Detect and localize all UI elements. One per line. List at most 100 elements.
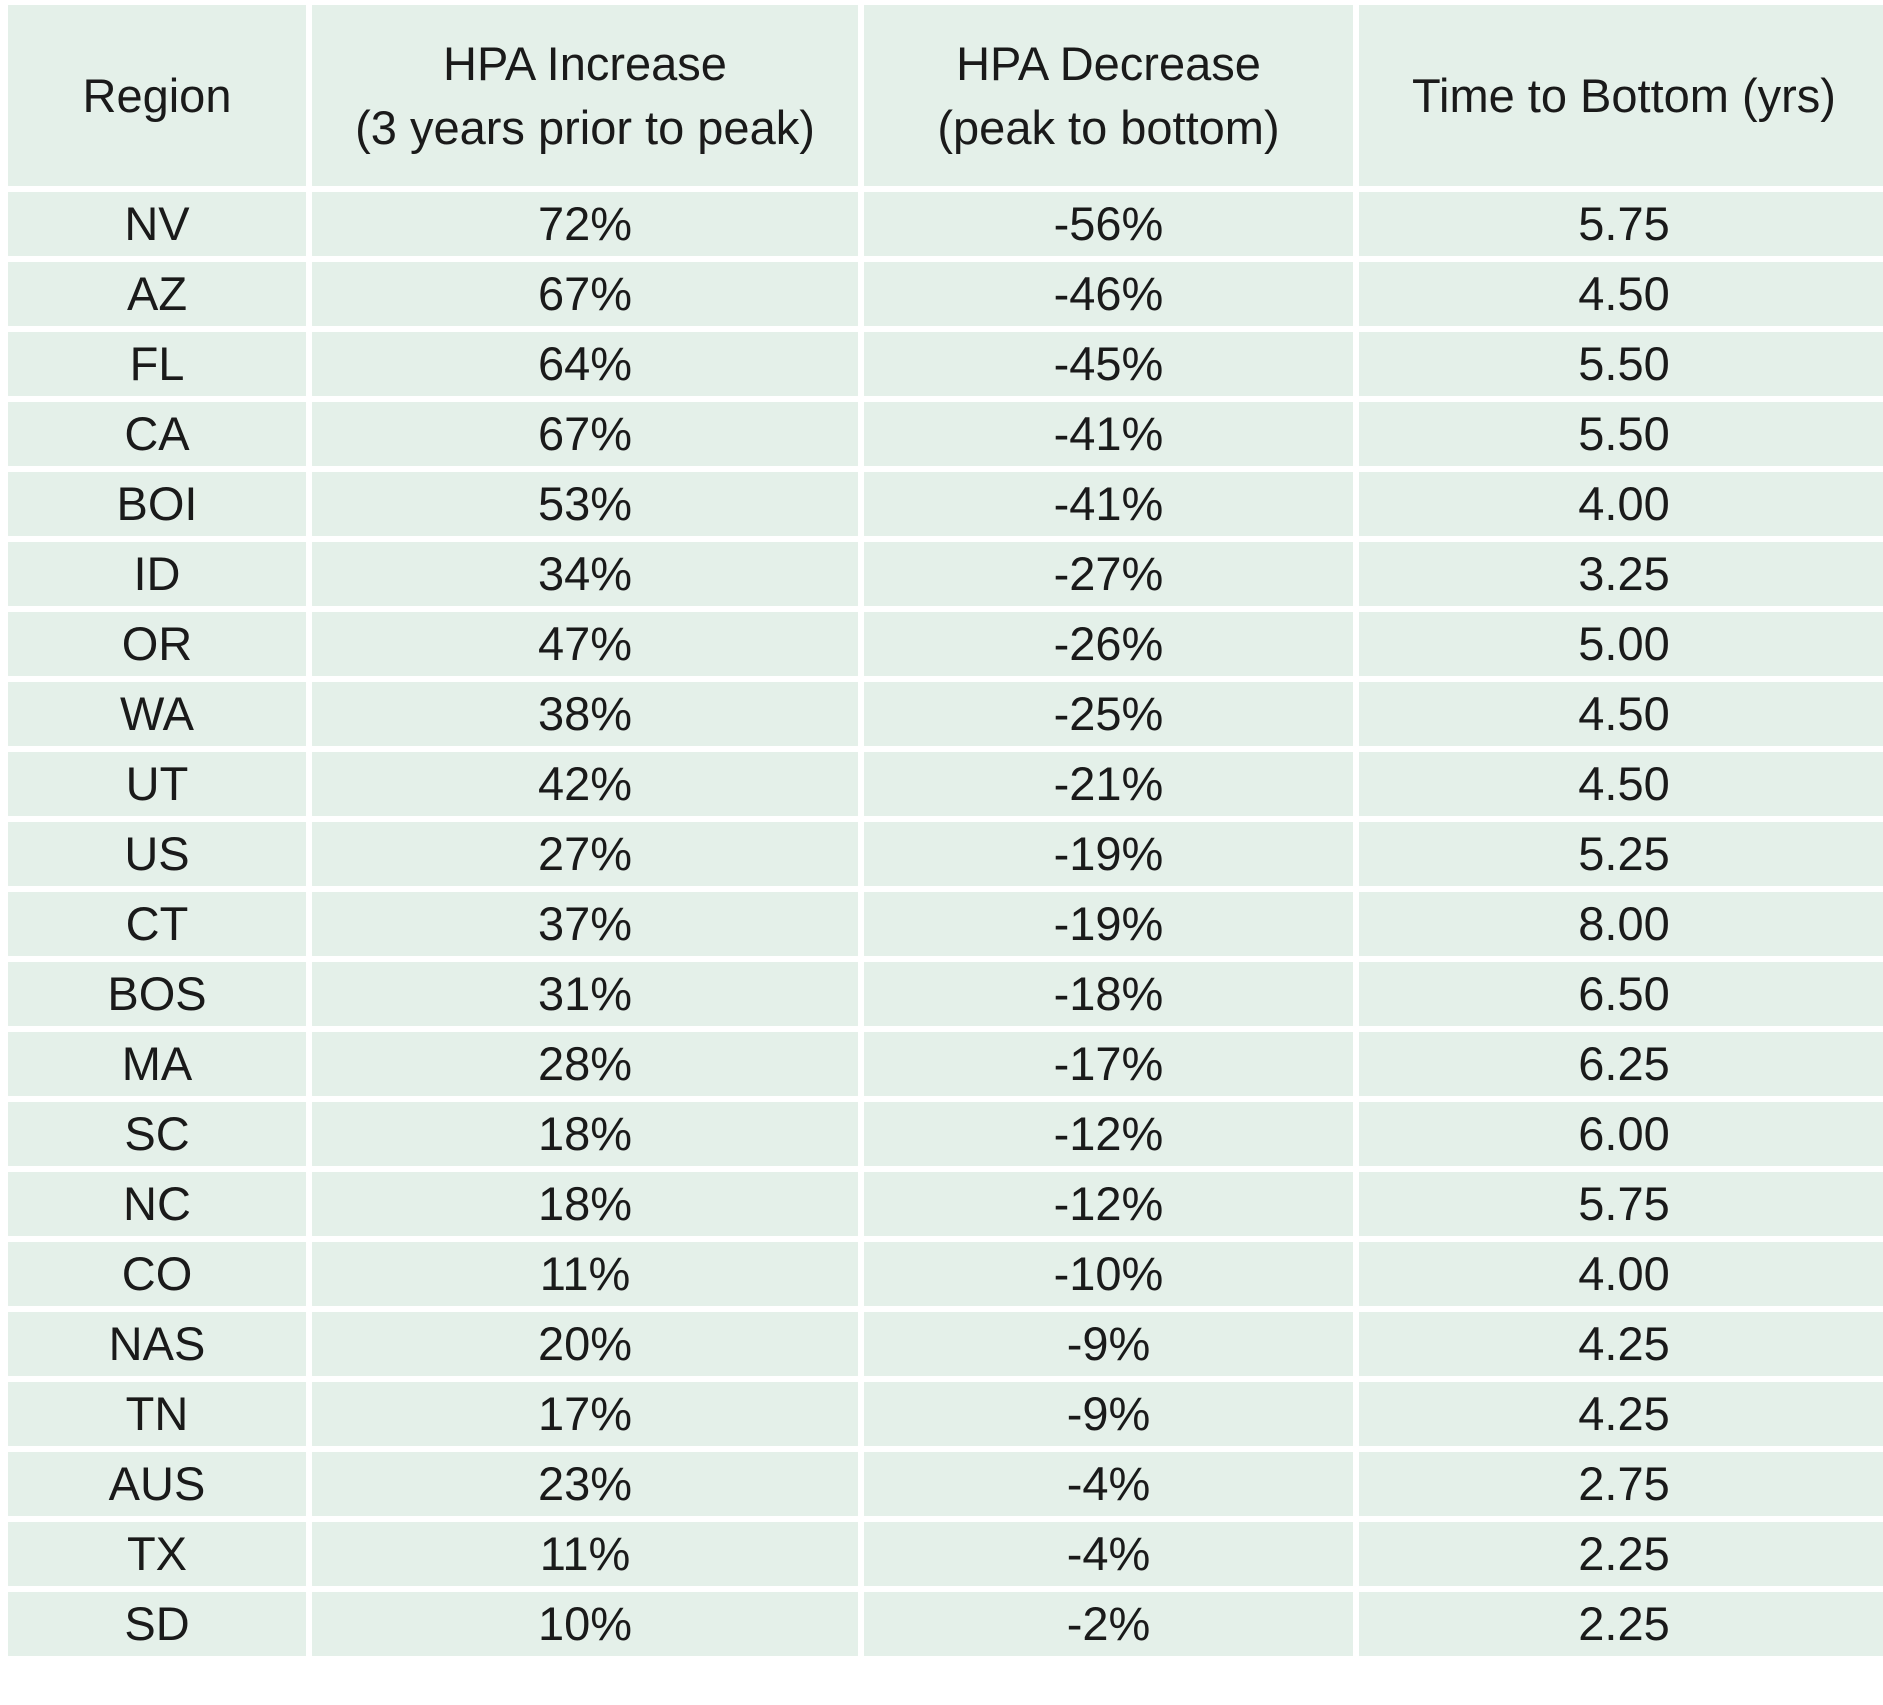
region-cell: NAS — [8, 1312, 306, 1376]
table-row: ID 34% -27% 3.25 — [8, 542, 1883, 606]
table-row: CT 37% -19% 8.00 — [8, 892, 1883, 956]
region-cell: AUS — [8, 1452, 306, 1516]
hpa-increase-cell: 47% — [312, 612, 858, 676]
hpa-decrease-cell: -9% — [864, 1312, 1353, 1376]
table-row: UT 42% -21% 4.50 — [8, 752, 1883, 816]
time-to-bottom-cell: 4.25 — [1359, 1382, 1883, 1446]
hpa-decrease-cell: -19% — [864, 822, 1353, 886]
region-cell: MA — [8, 1032, 306, 1096]
hpa-decrease-cell: -18% — [864, 962, 1353, 1026]
hpa-increase-cell: 67% — [312, 262, 858, 326]
region-cell: US — [8, 822, 306, 886]
region-cell: OR — [8, 612, 306, 676]
hpa-decrease-cell: -10% — [864, 1242, 1353, 1306]
region-cell: UT — [8, 752, 306, 816]
hpa-increase-cell: 53% — [312, 472, 858, 536]
region-cell: BOS — [8, 962, 306, 1026]
region-cell: CO — [8, 1242, 306, 1306]
region-cell: NV — [8, 192, 306, 256]
hpa-increase-cell: 37% — [312, 892, 858, 956]
time-to-bottom-cell: 2.75 — [1359, 1452, 1883, 1516]
column-header-time-to-bottom: Time to Bottom (yrs) — [1359, 5, 1883, 186]
time-to-bottom-cell: 5.75 — [1359, 192, 1883, 256]
region-cell: NC — [8, 1172, 306, 1236]
hpa-decrease-cell: -4% — [864, 1452, 1353, 1516]
region-cell: SD — [8, 1592, 306, 1656]
table-row: MA 28% -17% 6.25 — [8, 1032, 1883, 1096]
time-to-bottom-cell: 4.50 — [1359, 682, 1883, 746]
region-cell: CA — [8, 402, 306, 466]
region-cell: FL — [8, 332, 306, 396]
hpa-decrease-cell: -26% — [864, 612, 1353, 676]
hpa-decrease-cell: -4% — [864, 1522, 1353, 1586]
table-row: FL 64% -45% 5.50 — [8, 332, 1883, 396]
table-row: BOS 31% -18% 6.50 — [8, 962, 1883, 1026]
hpa-decrease-cell: -41% — [864, 402, 1353, 466]
hpa-decrease-cell: -27% — [864, 542, 1353, 606]
time-to-bottom-cell: 6.50 — [1359, 962, 1883, 1026]
table-row: CA 67% -41% 5.50 — [8, 402, 1883, 466]
hpa-increase-cell: 17% — [312, 1382, 858, 1446]
hpa-increase-cell: 72% — [312, 192, 858, 256]
table-row: TX 11% -4% 2.25 — [8, 1522, 1883, 1586]
table-body: NV 72% -56% 5.75 AZ 67% -46% 4.50 FL 64% -45% 5.50 C… — [8, 192, 1883, 1656]
data-table-container: Region HPA Increase (3 years prior to pe… — [8, 5, 1883, 1656]
table-row: NV 72% -56% 5.75 — [8, 192, 1883, 256]
region-cell: ID — [8, 542, 306, 606]
hpa-increase-cell: 42% — [312, 752, 858, 816]
hpa-table: Region HPA Increase (3 years prior to pe… — [2, 0, 1883, 1662]
hpa-increase-cell: 31% — [312, 962, 858, 1026]
hpa-increase-cell: 20% — [312, 1312, 858, 1376]
hpa-decrease-cell: -12% — [864, 1102, 1353, 1166]
region-cell: TX — [8, 1522, 306, 1586]
time-to-bottom-cell: 5.75 — [1359, 1172, 1883, 1236]
table-row: OR 47% -26% 5.00 — [8, 612, 1883, 676]
table-row: SC 18% -12% 6.00 — [8, 1102, 1883, 1166]
column-header-line: (peak to bottom) — [937, 100, 1280, 154]
hpa-decrease-cell: -56% — [864, 192, 1353, 256]
time-to-bottom-cell: 4.50 — [1359, 262, 1883, 326]
table-row: AZ 67% -46% 4.50 — [8, 262, 1883, 326]
hpa-increase-cell: 10% — [312, 1592, 858, 1656]
time-to-bottom-cell: 3.25 — [1359, 542, 1883, 606]
column-header-region: Region — [8, 5, 306, 186]
hpa-decrease-cell: -2% — [864, 1592, 1353, 1656]
time-to-bottom-cell: 4.00 — [1359, 472, 1883, 536]
hpa-increase-cell: 64% — [312, 332, 858, 396]
header-row: Region HPA Increase (3 years prior to pe… — [8, 5, 1883, 186]
time-to-bottom-cell: 8.00 — [1359, 892, 1883, 956]
column-header-hpa-increase: HPA Increase (3 years prior to peak) — [312, 5, 858, 186]
hpa-decrease-cell: -46% — [864, 262, 1353, 326]
table-row: CO 11% -10% 4.00 — [8, 1242, 1883, 1306]
hpa-increase-cell: 23% — [312, 1452, 858, 1516]
region-cell: BOI — [8, 472, 306, 536]
table-row: SD 10% -2% 2.25 — [8, 1592, 1883, 1656]
column-header-hpa-decrease: HPA Decrease (peak to bottom) — [864, 5, 1353, 186]
hpa-decrease-cell: -19% — [864, 892, 1353, 956]
region-cell: SC — [8, 1102, 306, 1166]
time-to-bottom-cell: 5.25 — [1359, 822, 1883, 886]
hpa-increase-cell: 38% — [312, 682, 858, 746]
table-row: NAS 20% -9% 4.25 — [8, 1312, 1883, 1376]
hpa-decrease-cell: -9% — [864, 1382, 1353, 1446]
table-row: BOI 53% -41% 4.00 — [8, 472, 1883, 536]
column-header-line: Time to Bottom (yrs) — [1412, 68, 1836, 122]
hpa-increase-cell: 18% — [312, 1172, 858, 1236]
table-row: AUS 23% -4% 2.75 — [8, 1452, 1883, 1516]
region-cell: CT — [8, 892, 306, 956]
time-to-bottom-cell: 6.00 — [1359, 1102, 1883, 1166]
hpa-increase-cell: 27% — [312, 822, 858, 886]
time-to-bottom-cell: 2.25 — [1359, 1522, 1883, 1586]
hpa-increase-cell: 11% — [312, 1522, 858, 1586]
hpa-decrease-cell: -25% — [864, 682, 1353, 746]
region-cell: WA — [8, 682, 306, 746]
column-header-line: (3 years prior to peak) — [355, 100, 815, 154]
column-header-line: HPA Decrease — [956, 36, 1261, 90]
table-row: WA 38% -25% 4.50 — [8, 682, 1883, 746]
hpa-increase-cell: 28% — [312, 1032, 858, 1096]
time-to-bottom-cell: 5.50 — [1359, 332, 1883, 396]
hpa-increase-cell: 34% — [312, 542, 858, 606]
time-to-bottom-cell: 6.25 — [1359, 1032, 1883, 1096]
table-row: US 27% -19% 5.25 — [8, 822, 1883, 886]
time-to-bottom-cell: 4.00 — [1359, 1242, 1883, 1306]
